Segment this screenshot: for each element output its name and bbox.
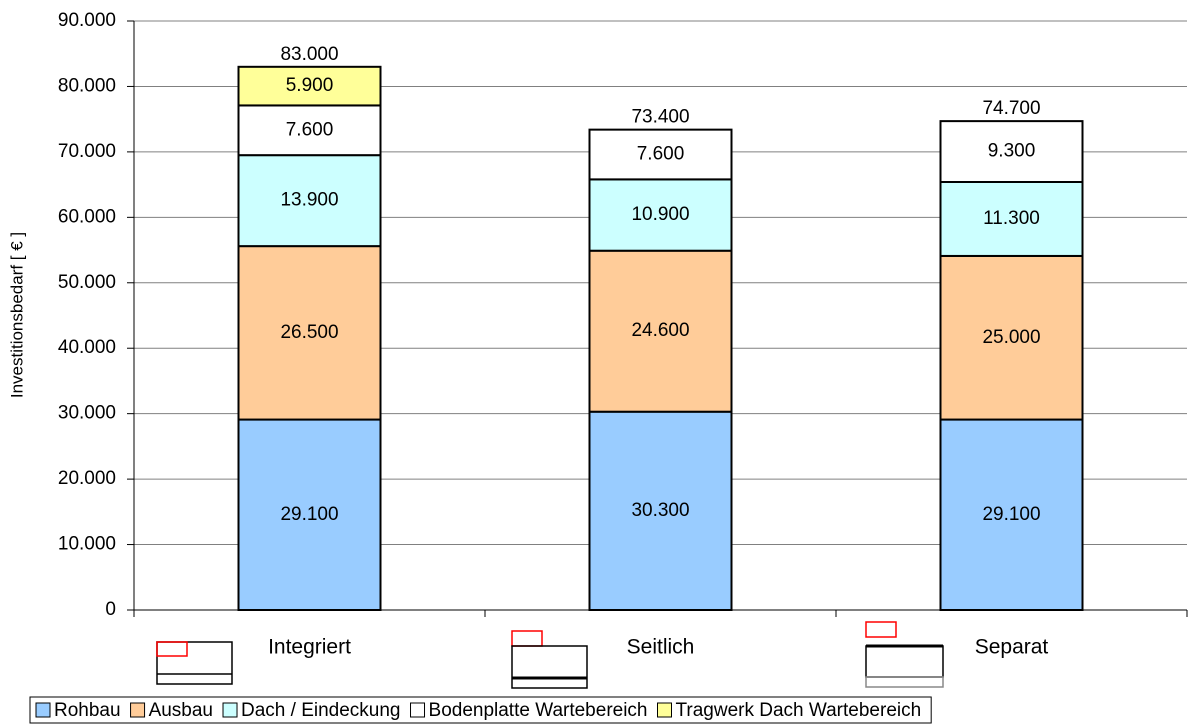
- value-label: 29.100: [280, 504, 338, 525]
- bar-segment: [939, 180, 1084, 257]
- value-label: 5.900: [286, 75, 334, 96]
- total-label: 73.400: [631, 107, 689, 128]
- icon-frame: [156, 641, 233, 685]
- y-tick-label: 60.000: [58, 206, 116, 227]
- bar-segment: [939, 254, 1084, 421]
- y-tick-label: 40.000: [58, 337, 116, 358]
- icon-frame: [865, 645, 944, 678]
- legend-label: Bodenplatte Wartebereich: [429, 700, 648, 721]
- icon-frame: [511, 645, 588, 689]
- icon-red: [511, 630, 543, 647]
- value-label: 10.900: [631, 204, 689, 225]
- bar-segment: [237, 154, 382, 248]
- bar-segment: [588, 410, 733, 611]
- legend-label: Rohbau: [54, 700, 121, 721]
- legend-swatch: [222, 702, 238, 718]
- bar-segment: [939, 418, 1084, 611]
- x-tick-label: Separat: [975, 636, 1049, 659]
- icon-red: [156, 641, 188, 657]
- legend-label: Ausbau: [149, 700, 213, 721]
- icon-frame: [865, 676, 944, 688]
- bar-segment: [237, 245, 382, 421]
- bar-segment: [237, 104, 382, 157]
- value-label: 9.300: [988, 141, 1036, 162]
- legend-box: [29, 696, 932, 724]
- total-label: 74.700: [982, 98, 1040, 119]
- value-label: 30.300: [631, 500, 689, 521]
- value-label: 7.600: [637, 144, 685, 165]
- y-tick-label: 50.000: [58, 272, 116, 293]
- value-label: 11.300: [983, 208, 1040, 229]
- legend-swatch: [410, 702, 426, 718]
- y-tick-label: 30.000: [58, 403, 116, 424]
- bar-segment: [237, 418, 382, 611]
- legend-swatch: [657, 702, 672, 718]
- bar-segment: [237, 65, 382, 107]
- x-tick-label: Seitlich: [627, 636, 695, 659]
- y-axis-label: Investitionsbedarf [ € ]: [7, 232, 26, 398]
- total-label: 83.000: [280, 44, 338, 65]
- icon-red: [865, 621, 897, 638]
- value-label: 24.600: [631, 320, 689, 341]
- y-tick-label: 20.000: [58, 468, 116, 489]
- value-label: 29.100: [982, 504, 1040, 525]
- value-label: 26.500: [280, 322, 338, 343]
- bar-segment: [939, 120, 1084, 183]
- y-tick-label: 0: [105, 599, 116, 620]
- legend-swatch: [130, 702, 146, 718]
- y-tick-label: 70.000: [58, 141, 116, 162]
- legend-label: Tragwerk Dach Wartebereich: [676, 700, 922, 721]
- value-label: 7.600: [286, 119, 334, 140]
- legend-label: Dach / Eindeckung: [241, 700, 401, 721]
- y-tick-label: 80.000: [58, 75, 116, 96]
- value-label: 25.000: [982, 327, 1040, 348]
- x-tick-label: Integriert: [268, 636, 351, 659]
- layout-icons: [156, 621, 944, 689]
- y-tick-label: 10.000: [58, 534, 116, 555]
- value-label: 13.900: [280, 190, 338, 211]
- bar-segment: [588, 128, 733, 181]
- y-tick-label: 90.000: [58, 10, 116, 31]
- legend-swatch: [35, 702, 51, 718]
